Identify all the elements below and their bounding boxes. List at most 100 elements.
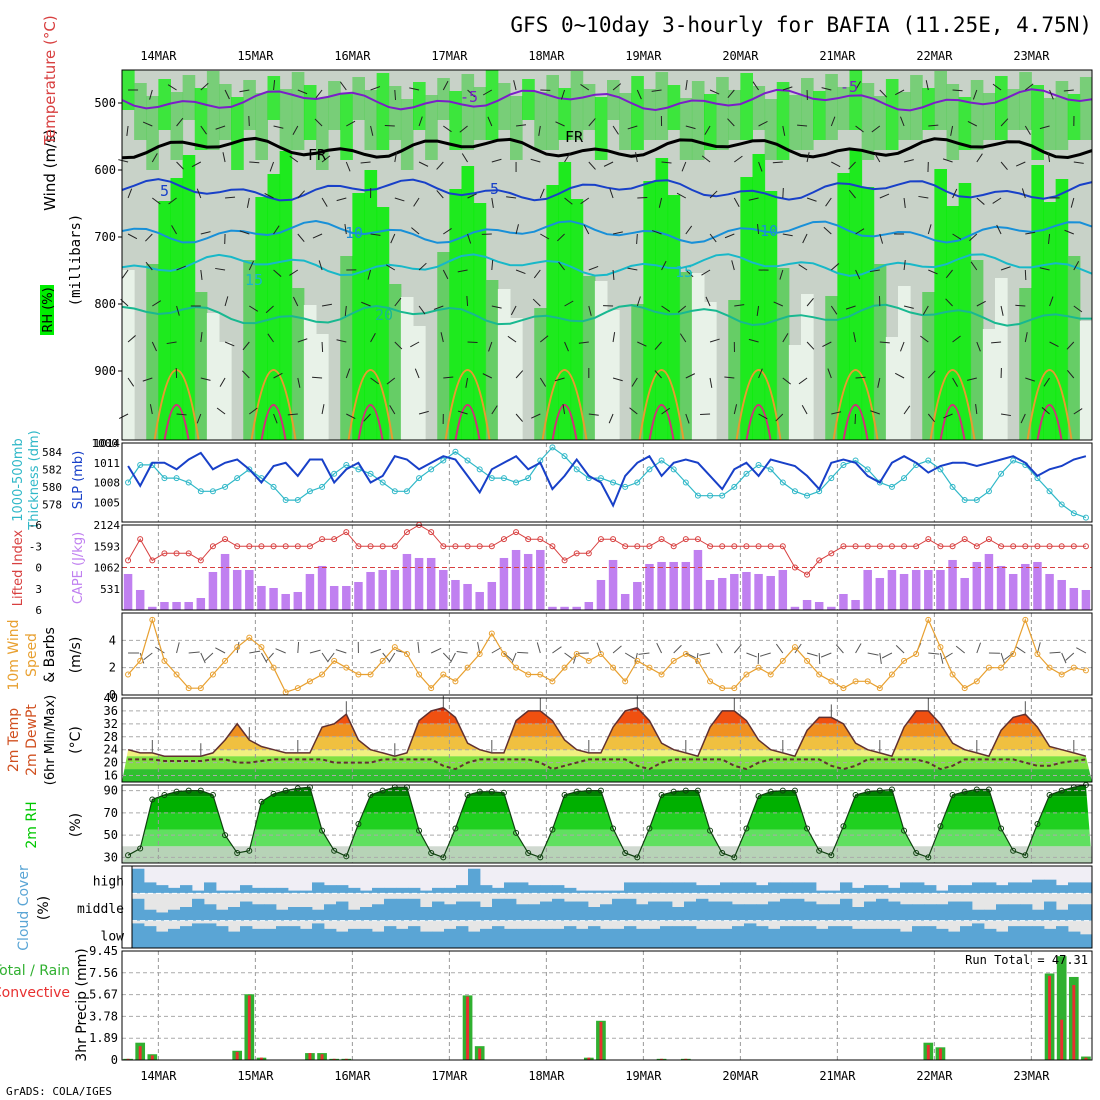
- cloud-bar-middle: [564, 901, 577, 921]
- wind-barb: [782, 333, 789, 343]
- cape-bar: [148, 606, 157, 610]
- cape-bar: [887, 569, 897, 610]
- cloud-bar-high: [804, 882, 817, 894]
- cloud-bar-middle: [588, 907, 601, 921]
- cape-bar: [802, 599, 812, 610]
- rh-upper-band: [376, 73, 390, 150]
- wind-barb: [224, 341, 235, 347]
- thickness-line-point: [379, 479, 386, 486]
- wind-barb: [345, 161, 351, 172]
- y-tick-label: 1000: [92, 437, 119, 450]
- cape-bar: [293, 591, 303, 610]
- wind-barb: [436, 161, 444, 170]
- rh-dry-plume: [788, 345, 802, 440]
- cape-bar: [536, 549, 545, 610]
- lifted-index-line-point: [985, 536, 992, 543]
- panel-frame: [121, 524, 1093, 611]
- wind-barb-10m: [517, 651, 529, 654]
- rh-dry-plume: [995, 278, 1008, 440]
- rh-moist-plume: [934, 169, 947, 440]
- lifted-index-line-point: [561, 557, 568, 564]
- cloud-bar-high: [900, 882, 913, 894]
- precip-convective-bar: [1084, 1057, 1088, 1060]
- wind-barb: [539, 377, 547, 387]
- wind-barb: [413, 197, 420, 207]
- rh-2m-line-point: [828, 852, 835, 859]
- cape-bar: [960, 577, 969, 610]
- thickness-line-point: [343, 461, 350, 468]
- y-tick-label: 16: [104, 769, 118, 783]
- rh-2m-line-point: [694, 787, 701, 794]
- wind-barb: [637, 196, 648, 199]
- cloud-bar-middle: [888, 901, 901, 921]
- panel-axis-label: Cloud Cover: [16, 865, 32, 951]
- cloud-bar-low: [744, 923, 757, 948]
- lifted-index-line-point: [998, 543, 1005, 550]
- thickness-line-point: [391, 488, 398, 495]
- thickness-line-point: [1010, 457, 1017, 464]
- wind-barb: [1021, 188, 1026, 199]
- lifted-index-line-point: [452, 543, 459, 550]
- rh-2m-line-point: [791, 787, 798, 794]
- cloud-bar-low: [324, 928, 337, 948]
- hot-contour: [939, 404, 966, 441]
- wind-barb: [513, 80, 517, 91]
- cloud-bar-low: [1068, 931, 1081, 948]
- cape-bar: [402, 553, 412, 610]
- cloud-level-label: middle: [77, 902, 124, 917]
- rh-upper-band: [643, 89, 656, 140]
- rh-2m-line-point: [816, 847, 823, 854]
- wind-speed-line-point: [1082, 667, 1089, 674]
- wind-barb: [1073, 408, 1083, 415]
- wind-speed-line-point: [707, 678, 714, 685]
- cloud-bar-high: [864, 885, 877, 894]
- lifted-index-line-point: [1034, 543, 1041, 550]
- wind-barb: [516, 124, 527, 127]
- wind-barb-10m: [746, 652, 757, 658]
- date-tick-label: 16MAR: [334, 1069, 371, 1083]
- wind-barb: [515, 224, 519, 235]
- wind-speed-line-point: [901, 657, 908, 664]
- wind-barb: [823, 226, 832, 235]
- cape-bar: [827, 606, 836, 610]
- date-tick-label: 18MAR: [528, 1069, 565, 1083]
- wind-barb: [443, 227, 452, 235]
- wind-barb: [273, 372, 283, 379]
- cloud-bar-high: [648, 882, 661, 894]
- wind-barb-10m: [491, 647, 502, 654]
- cloud-bar-high: [660, 882, 673, 894]
- wind-barb: [855, 269, 861, 280]
- cloud-bar-high: [936, 890, 949, 894]
- thickness-line-point: [840, 461, 847, 468]
- precip-convective-bar: [320, 1054, 324, 1060]
- warm-contour: [541, 369, 588, 441]
- wind-barb: [992, 83, 1002, 91]
- thickness-line-point: [319, 483, 326, 490]
- lifted-index-line-point: [537, 536, 544, 543]
- precip-convective-bar: [1072, 985, 1076, 1060]
- cloud-bar-high: [984, 882, 997, 894]
- cape-bar: [439, 569, 448, 610]
- panel-axis-label: 10m Wind: [6, 619, 22, 690]
- wind-barb: [679, 333, 687, 343]
- cape-bar: [378, 569, 387, 610]
- date-tick-label: 20MAR: [722, 49, 759, 63]
- wind-speed-line-point: [331, 657, 338, 664]
- rh-upper-band: [813, 91, 826, 140]
- cloud-bar-low: [792, 926, 805, 948]
- rh-2m-line-point: [537, 854, 544, 861]
- rh-upper-band: [764, 99, 778, 160]
- wind-barb: [394, 341, 403, 350]
- precip-convective-bar: [1048, 975, 1052, 1060]
- rh-upper-band: [558, 88, 572, 140]
- precip-convective-bar: [926, 1045, 930, 1060]
- thickness-line-point: [452, 448, 459, 455]
- wind-barb: [806, 197, 817, 202]
- wind-barb: [879, 193, 890, 199]
- wind-barb: [491, 259, 494, 271]
- wind-barb: [336, 339, 347, 343]
- rh-upper-band: [219, 84, 232, 140]
- cloud-bar-low: [900, 931, 913, 948]
- wind-barb: [782, 125, 786, 136]
- cloud-bar-low: [936, 928, 949, 948]
